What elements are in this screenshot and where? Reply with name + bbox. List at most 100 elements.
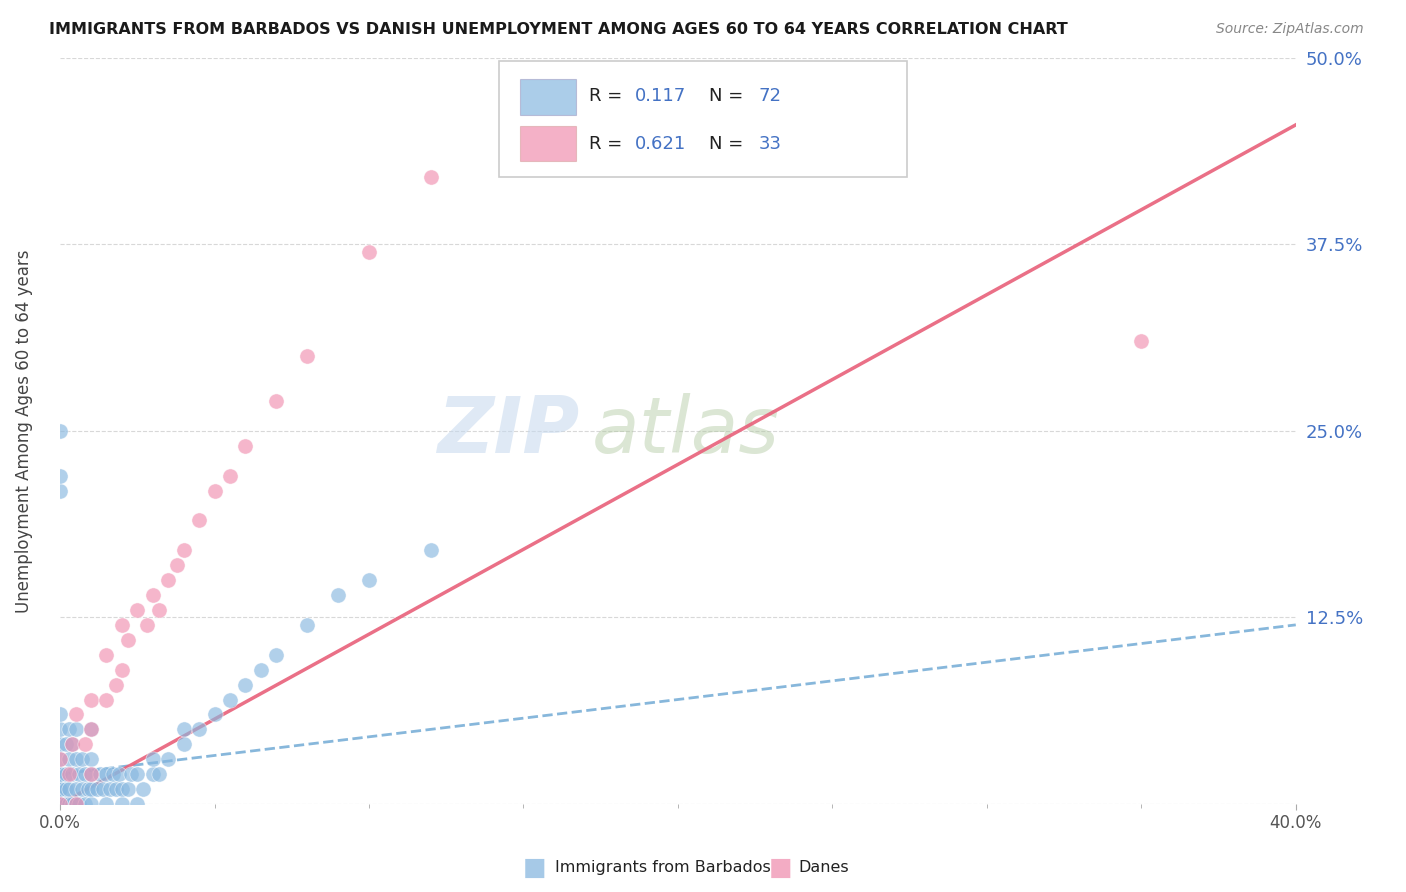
Point xyxy=(49,707,72,722)
Text: R =: R = xyxy=(589,135,623,153)
Point xyxy=(148,767,170,781)
Point xyxy=(73,737,96,751)
Point xyxy=(80,752,103,766)
Point xyxy=(127,797,149,811)
Point xyxy=(148,603,170,617)
Point xyxy=(104,782,127,797)
Point xyxy=(49,752,72,766)
Point xyxy=(188,723,211,737)
Point xyxy=(204,483,226,498)
Text: Immigrants from Barbados: Immigrants from Barbados xyxy=(555,861,770,875)
Point xyxy=(96,648,118,662)
Point xyxy=(1130,334,1153,349)
Point xyxy=(419,543,441,558)
Point xyxy=(574,140,596,154)
Point xyxy=(49,782,72,797)
Point xyxy=(80,782,103,797)
Point xyxy=(49,767,72,781)
Bar xyxy=(520,126,576,161)
Point xyxy=(91,782,114,797)
Point xyxy=(266,394,288,409)
Point xyxy=(96,767,118,781)
Point xyxy=(65,782,87,797)
Point xyxy=(219,468,242,483)
Point xyxy=(127,603,149,617)
Point xyxy=(188,513,211,527)
Text: 33: 33 xyxy=(758,135,782,153)
Point xyxy=(80,797,103,811)
Point xyxy=(173,543,195,558)
Point xyxy=(204,707,226,722)
Point xyxy=(89,767,111,781)
Point xyxy=(173,723,195,737)
Point xyxy=(62,797,84,811)
Text: Source: ZipAtlas.com: Source: ZipAtlas.com xyxy=(1216,22,1364,37)
Point xyxy=(80,767,103,781)
Text: 72: 72 xyxy=(758,87,782,105)
Point xyxy=(65,723,87,737)
Point xyxy=(235,439,257,453)
Text: N =: N = xyxy=(709,135,744,153)
Point xyxy=(73,797,96,811)
Point xyxy=(157,573,180,587)
Point xyxy=(107,767,129,781)
Point xyxy=(62,767,84,781)
Point xyxy=(132,782,155,797)
Point xyxy=(49,797,72,811)
Point xyxy=(80,723,103,737)
Point xyxy=(166,558,188,573)
Point xyxy=(142,767,165,781)
Point xyxy=(111,618,134,632)
Text: IMMIGRANTS FROM BARBADOS VS DANISH UNEMPLOYMENT AMONG AGES 60 TO 64 YEARS CORREL: IMMIGRANTS FROM BARBADOS VS DANISH UNEMP… xyxy=(49,22,1069,37)
Point xyxy=(67,767,90,781)
Point xyxy=(111,797,134,811)
Point xyxy=(135,618,157,632)
Text: R =: R = xyxy=(589,87,623,105)
Point xyxy=(49,752,72,766)
Point xyxy=(250,663,273,677)
Text: Danes: Danes xyxy=(799,861,849,875)
Point xyxy=(67,797,90,811)
Point xyxy=(266,648,288,662)
Text: 0.117: 0.117 xyxy=(634,87,686,105)
Point xyxy=(62,737,84,751)
Point xyxy=(111,663,134,677)
Text: ■: ■ xyxy=(769,856,792,880)
Point xyxy=(80,723,103,737)
Point xyxy=(98,782,121,797)
Point xyxy=(120,767,142,781)
Point xyxy=(55,767,77,781)
Point xyxy=(326,588,349,602)
Point xyxy=(70,782,93,797)
Point xyxy=(96,692,118,706)
Text: atlas: atlas xyxy=(592,392,779,469)
Point xyxy=(49,424,72,438)
Point xyxy=(58,752,80,766)
Point xyxy=(49,737,72,751)
Point xyxy=(58,767,80,781)
Text: 0.621: 0.621 xyxy=(634,135,686,153)
Point xyxy=(297,618,319,632)
Point xyxy=(49,723,72,737)
Point xyxy=(65,797,87,811)
FancyBboxPatch shape xyxy=(499,62,907,178)
Point xyxy=(49,767,72,781)
Point xyxy=(80,767,103,781)
Point xyxy=(73,767,96,781)
Point xyxy=(58,723,80,737)
Point xyxy=(419,170,441,185)
Point xyxy=(70,752,93,766)
Point xyxy=(357,244,380,259)
Point xyxy=(55,782,77,797)
Point xyxy=(49,782,72,797)
Point xyxy=(65,797,87,811)
Y-axis label: Unemployment Among Ages 60 to 64 years: Unemployment Among Ages 60 to 64 years xyxy=(15,249,32,613)
Text: ZIP: ZIP xyxy=(437,392,579,469)
Bar xyxy=(520,79,576,115)
Point xyxy=(49,468,72,483)
Point xyxy=(173,737,195,751)
Point xyxy=(219,692,242,706)
Point xyxy=(357,573,380,587)
Point xyxy=(65,752,87,766)
Point xyxy=(58,782,80,797)
